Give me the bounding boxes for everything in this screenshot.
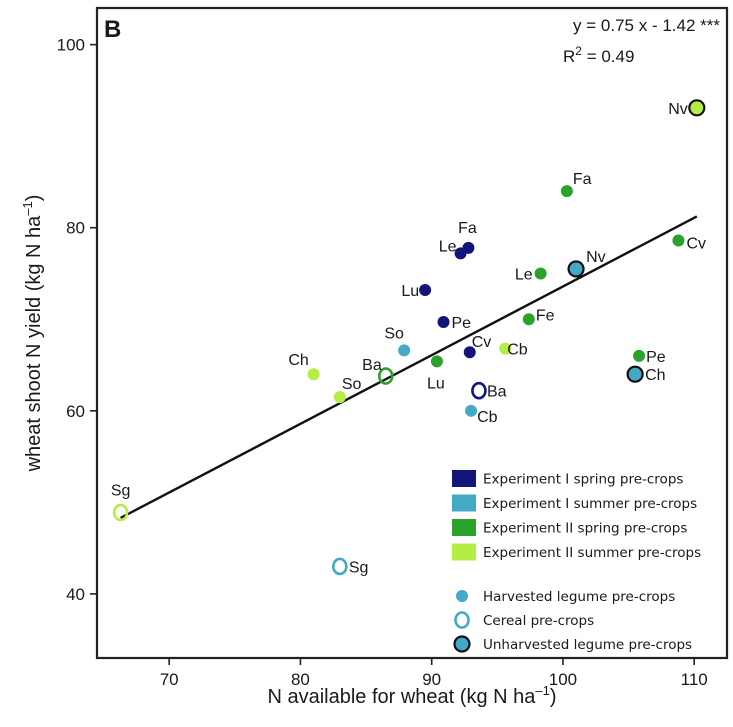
point-label: Pe: [646, 349, 666, 366]
point-label: Fa: [573, 171, 592, 188]
point-label: So: [342, 376, 362, 393]
legend-swatch: [452, 519, 476, 536]
point-label: Cb: [477, 409, 498, 426]
data-point: [437, 316, 450, 329]
point-label: Cv: [472, 334, 492, 351]
data-point: [430, 355, 443, 368]
legend-swatch: [452, 543, 476, 561]
data-point: [333, 391, 346, 404]
data-point: [332, 557, 348, 576]
point-label: Sg: [111, 482, 131, 499]
legend-marker: [453, 635, 471, 653]
x-tick-label: 80: [291, 670, 310, 689]
data-point: [398, 344, 411, 357]
y-axis-title: wheat shoot N yield (kg N ha–1): [20, 195, 45, 473]
series-4: Nv Cb Ch So Sg: [111, 99, 706, 522]
x-tick-label: 110: [681, 670, 708, 689]
y-tick-label: 40: [66, 585, 85, 604]
point-label: Fe: [536, 307, 555, 324]
legend: Experiment I spring pre-crops Experiment …: [452, 470, 701, 653]
data-point: [672, 234, 685, 247]
point-label: Lu: [427, 375, 445, 392]
data-point: [112, 503, 129, 522]
y-tick-label: 80: [66, 219, 85, 238]
data-point: [633, 349, 646, 362]
point-label: Ba: [362, 357, 382, 374]
legend-label: Experiment I spring pre-crops: [483, 472, 683, 488]
data-point: [307, 368, 320, 381]
point-label: Ch: [645, 367, 665, 384]
data-point: [463, 346, 476, 359]
legend-label: Unharvested legume pre-crops: [483, 637, 692, 653]
y-tick-label: 60: [66, 402, 85, 421]
x-axis-title: N available for wheat (kg N ha–1): [267, 683, 556, 708]
point-label: Pe: [452, 315, 472, 332]
legend-label: Cereal pre-crops: [483, 613, 594, 629]
data-point: [567, 260, 585, 278]
data-point: [377, 367, 394, 385]
point-label: Ba: [487, 384, 507, 401]
x-tick-label: 70: [160, 670, 179, 689]
x-tick-label: 100: [549, 670, 577, 689]
point-label: Nv: [586, 249, 606, 266]
legend-label: Harvested legume pre-crops: [483, 589, 675, 605]
series-3: Fa Cv Le Fe Lu Pe Ba: [362, 171, 706, 392]
data-point: [471, 381, 487, 400]
data-point: [626, 365, 644, 383]
legend-label: Experiment II spring pre-crops: [483, 521, 687, 537]
legend-swatch: [452, 494, 476, 512]
data-point: [688, 99, 706, 117]
point-label: Cb: [507, 342, 528, 359]
y-tick-label: 100: [57, 36, 85, 55]
x-tick-label: 90: [422, 670, 441, 689]
data-point: [522, 313, 535, 326]
point-label: So: [384, 325, 404, 342]
panel-label: B: [104, 16, 121, 43]
point-label: Le: [439, 238, 457, 255]
series-2: So Cb Nv Ch Sg: [332, 249, 666, 576]
legend-swatch: [452, 470, 476, 487]
legend-marker: [456, 590, 468, 602]
point-label: Ch: [288, 352, 308, 369]
legend-label: Experiment I summer pre-crops: [483, 496, 697, 512]
point-label: Le: [515, 266, 533, 283]
point-label: Nv: [668, 101, 688, 118]
regression-line: [120, 215, 698, 519]
data-point: [465, 404, 478, 417]
data-point: [560, 185, 573, 198]
data-point: [499, 342, 512, 355]
legend-marker: [454, 611, 470, 629]
legend-label: Experiment II summer pre-crops: [483, 545, 701, 561]
data-point: [454, 247, 467, 260]
point-label: Lu: [401, 283, 419, 300]
point-label: Cv: [686, 236, 706, 253]
data-point: [534, 267, 547, 280]
plot-frame: [95, 6, 729, 660]
point-label: Sg: [349, 559, 369, 576]
data-point: [419, 283, 432, 296]
r-squared: R2 = 0.49: [563, 44, 634, 66]
regression-equation: y = 0.75 x - 1.42 ***: [573, 16, 720, 35]
point-label: Fa: [458, 220, 477, 237]
